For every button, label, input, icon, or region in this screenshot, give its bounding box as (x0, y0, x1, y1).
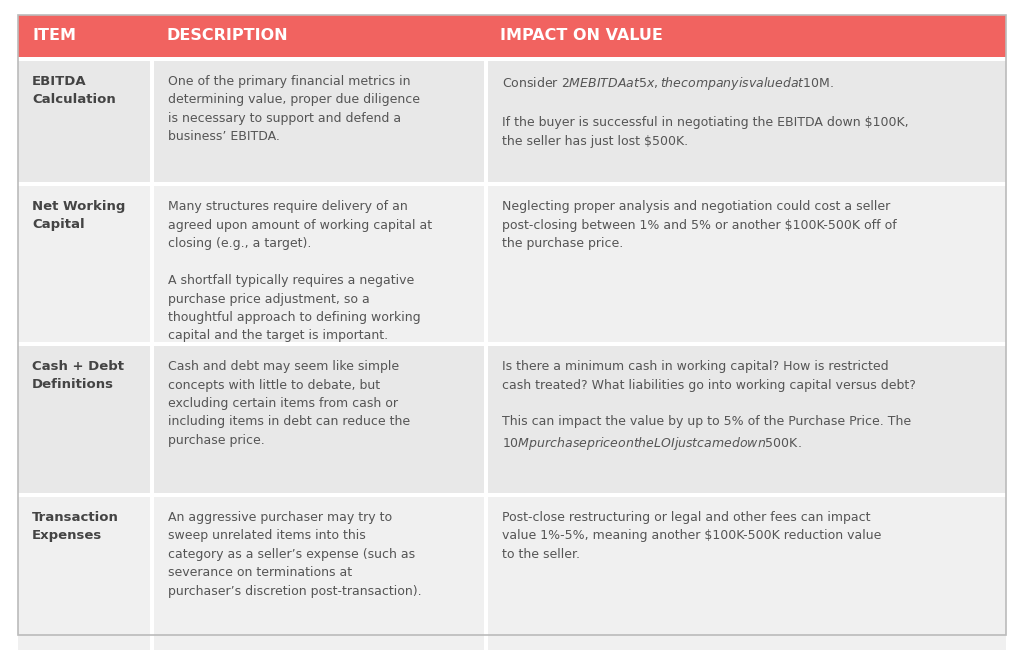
Text: Neglecting proper analysis and negotiation could cost a seller
post-closing betw: Neglecting proper analysis and negotiati… (502, 200, 897, 250)
Bar (484, 186, 488, 342)
Bar (18, 346, 1006, 493)
Bar (484, 346, 488, 493)
Text: An aggressive purchaser may try to
sweep unrelated items into this
category as a: An aggressive purchaser may try to sweep… (168, 511, 422, 598)
Text: Consider $2M EBITDA at 5x, the company is valued at $10M.

If the buyer is succe: Consider $2M EBITDA at 5x, the company i… (502, 75, 908, 148)
Text: Post-close restructuring or legal and other fees can impact
value 1%-5%, meaning: Post-close restructuring or legal and ot… (502, 511, 882, 561)
Text: ITEM: ITEM (32, 29, 76, 44)
Bar (18, 497, 1006, 650)
Bar (150, 346, 154, 493)
Bar (150, 61, 154, 182)
Bar (18, 186, 1006, 342)
Text: Cash and debt may seem like simple
concepts with little to debate, but
excluding: Cash and debt may seem like simple conce… (168, 360, 411, 447)
Text: One of the primary financial metrics in
determining value, proper due diligence
: One of the primary financial metrics in … (168, 75, 420, 144)
Bar (18, 15, 1006, 57)
Text: Many structures require delivery of an
agreed upon amount of working capital at
: Many structures require delivery of an a… (168, 200, 432, 343)
Text: IMPACT ON VALUE: IMPACT ON VALUE (500, 29, 663, 44)
Bar (150, 186, 154, 342)
Bar (484, 497, 488, 650)
Bar (18, 61, 1006, 182)
Text: Cash + Debt
Definitions: Cash + Debt Definitions (32, 360, 124, 391)
Text: Transaction
Expenses: Transaction Expenses (32, 511, 119, 542)
Text: DESCRIPTION: DESCRIPTION (166, 29, 288, 44)
Text: Is there a minimum cash in working capital? How is restricted
cash treated? What: Is there a minimum cash in working capit… (502, 360, 915, 452)
Text: Net Working
Capital: Net Working Capital (32, 200, 125, 231)
Bar (150, 497, 154, 650)
Bar (484, 61, 488, 182)
Text: EBITDA
Calculation: EBITDA Calculation (32, 75, 116, 106)
